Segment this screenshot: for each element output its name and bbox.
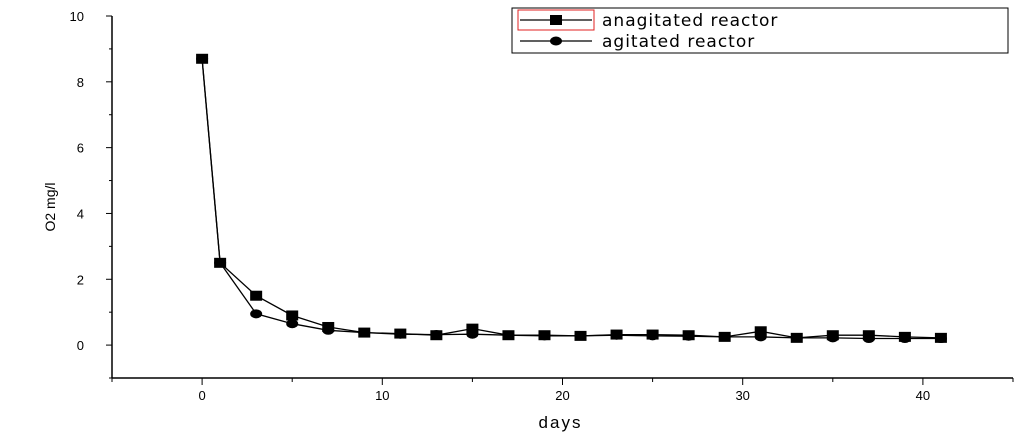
- x-tick-label: 40: [916, 388, 930, 403]
- data-point-circle: [358, 328, 371, 338]
- data-point-circle: [466, 329, 479, 339]
- data-point-circle: [196, 54, 209, 64]
- x-axis-label: days: [539, 413, 583, 432]
- series-2: [196, 54, 947, 344]
- data-point-square: [466, 323, 479, 334]
- legend-entry-2: agitated reactor: [520, 32, 755, 52]
- data-point-circle: [934, 334, 947, 344]
- data-point-circle: [574, 331, 587, 341]
- x-tick-label: 30: [735, 388, 749, 403]
- data-point-circle: [862, 334, 875, 344]
- data-point-circle: [538, 331, 551, 341]
- data-point-circle: [502, 330, 515, 340]
- data-point-circle: [646, 331, 659, 341]
- data-point-circle: [898, 334, 911, 344]
- axes: [111, 16, 1013, 379]
- y-axis-label: O2 mg/l: [42, 182, 58, 231]
- y-tick-label: 8: [77, 75, 84, 90]
- ticks: 0 2 4 6 8 10 0 10 20 30 40: [70, 9, 1014, 403]
- x-tick-label: 20: [555, 388, 569, 403]
- data-point-circle: [682, 331, 695, 341]
- y-tick-label: 0: [77, 338, 84, 353]
- y-tick-label: 2: [77, 272, 84, 287]
- data-point-circle: [430, 330, 443, 340]
- series-line: [201, 58, 941, 340]
- legend-highlight: [517, 9, 595, 31]
- series-layer: [196, 53, 947, 344]
- data-point-circle: [250, 309, 263, 319]
- x-tick-label: 0: [198, 388, 205, 403]
- legend-box: [511, 7, 1009, 54]
- legend-marker-circle: [550, 36, 562, 46]
- data-point-circle: [610, 330, 623, 340]
- data-point-circle: [754, 332, 767, 342]
- data-point-circle: [322, 325, 335, 335]
- data-point-square: [754, 326, 767, 337]
- data-point-square: [250, 290, 263, 301]
- series-line: [201, 58, 941, 339]
- legend-label: anagitated reactor: [602, 11, 778, 31]
- series-1: [196, 53, 947, 343]
- y-tick-label: 6: [77, 141, 84, 156]
- y-tick-label: 4: [77, 206, 84, 221]
- data-point-circle: [790, 333, 803, 343]
- legend-marker-square: [550, 15, 562, 25]
- data-point-circle: [286, 319, 299, 329]
- data-point-circle: [214, 258, 227, 268]
- data-point-circle: [826, 333, 839, 343]
- legend-label: agitated reactor: [602, 32, 755, 52]
- data-point-circle: [394, 329, 407, 339]
- data-point-square: [286, 310, 299, 321]
- legend-entry-1: anagitated reactor: [520, 11, 778, 31]
- x-tick-label: 10: [375, 388, 389, 403]
- data-point-circle: [718, 332, 731, 342]
- y-tick-label: 10: [70, 9, 84, 24]
